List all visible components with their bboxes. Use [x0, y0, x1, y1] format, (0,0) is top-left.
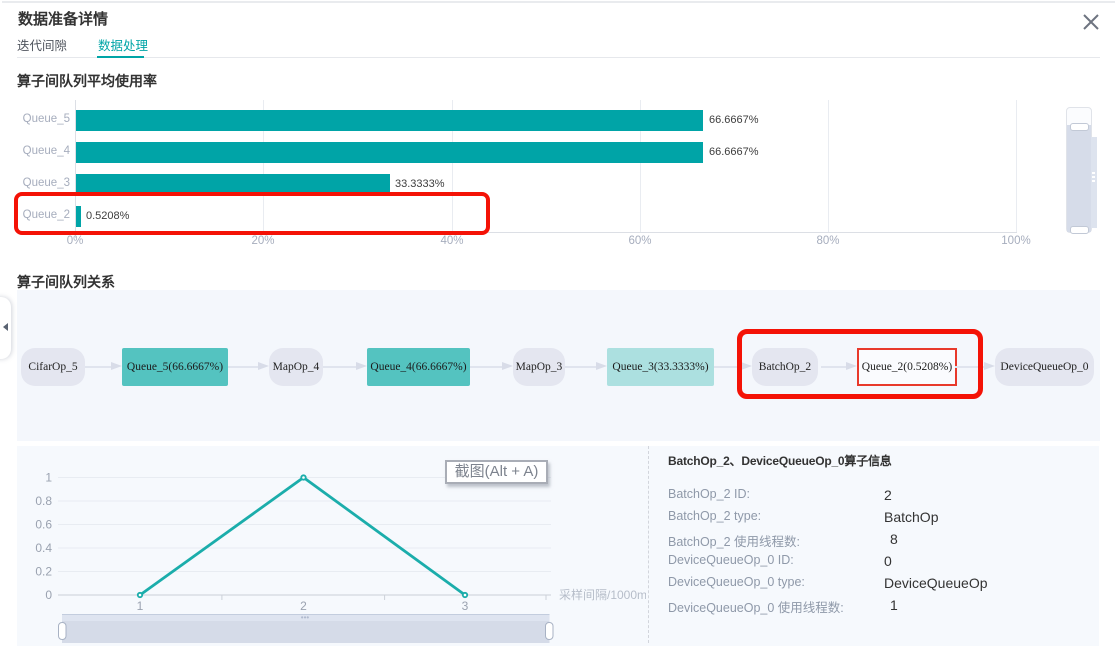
svg-text:0.4: 0.4 [35, 541, 52, 555]
svg-text:0: 0 [45, 588, 52, 602]
svg-text:•••: ••• [301, 613, 310, 622]
svg-text:0.6: 0.6 [35, 518, 52, 532]
svg-text:0.8: 0.8 [35, 494, 52, 508]
svg-text:1: 1 [45, 471, 52, 485]
svg-text:3: 3 [462, 599, 469, 613]
svg-text:0.2: 0.2 [35, 565, 52, 579]
svg-text:1: 1 [137, 599, 144, 613]
svg-text:2: 2 [300, 599, 307, 613]
svg-text:采样间隔/1000m: 采样间隔/1000m [559, 587, 647, 602]
